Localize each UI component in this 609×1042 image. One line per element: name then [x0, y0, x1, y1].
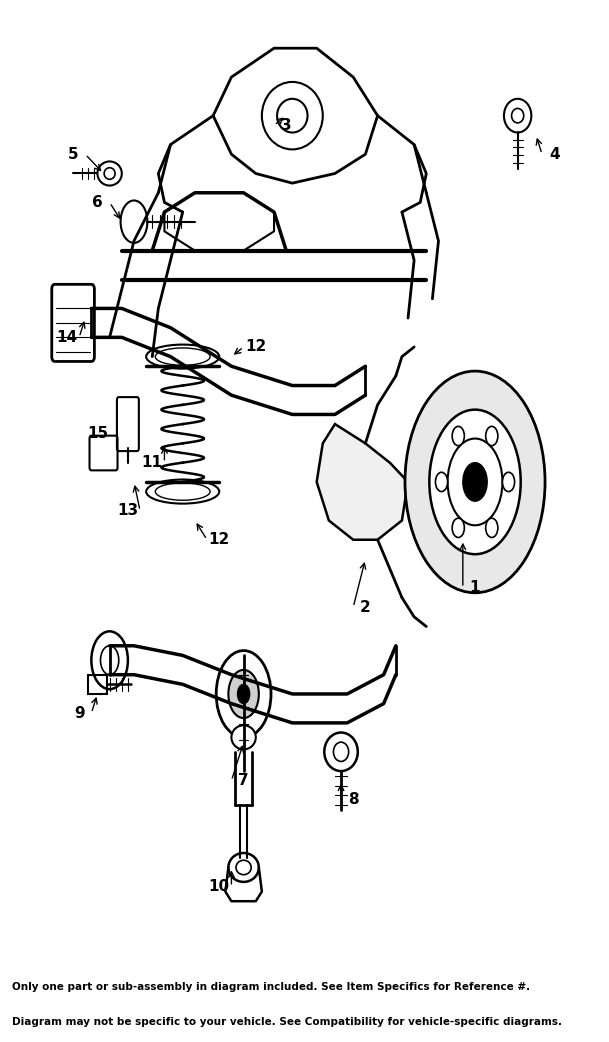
Circle shape [228, 670, 259, 718]
Text: Only one part or sub-assembly in diagram included. See Item Specifics for Refere: Only one part or sub-assembly in diagram… [12, 983, 530, 992]
Ellipse shape [146, 345, 219, 369]
Text: 3: 3 [281, 118, 292, 132]
Circle shape [502, 472, 515, 492]
Ellipse shape [146, 479, 219, 503]
Ellipse shape [228, 853, 259, 882]
Text: 15: 15 [87, 426, 108, 441]
Circle shape [435, 472, 448, 492]
Text: 10: 10 [209, 879, 230, 894]
Text: 14: 14 [57, 330, 77, 345]
Text: 2: 2 [360, 600, 371, 615]
Text: 13: 13 [118, 503, 138, 518]
Text: 6: 6 [92, 195, 103, 209]
Text: 11: 11 [142, 455, 163, 470]
Circle shape [238, 685, 250, 703]
Circle shape [216, 650, 271, 738]
Circle shape [429, 410, 521, 554]
Circle shape [91, 631, 128, 689]
Circle shape [452, 518, 464, 538]
Text: 4: 4 [549, 147, 560, 162]
Circle shape [452, 426, 464, 446]
Polygon shape [317, 424, 408, 540]
Circle shape [486, 518, 498, 538]
Text: 12: 12 [209, 532, 230, 547]
Circle shape [405, 371, 545, 593]
Ellipse shape [324, 733, 358, 771]
Text: 5: 5 [68, 147, 79, 162]
Ellipse shape [231, 725, 256, 749]
Text: 9: 9 [74, 705, 85, 721]
Text: 7: 7 [238, 773, 249, 788]
Text: 1: 1 [470, 580, 481, 595]
Circle shape [463, 463, 487, 501]
Text: Diagram may not be specific to your vehicle. See Compatibility for vehicle-speci: Diagram may not be specific to your vehi… [12, 1017, 562, 1027]
Text: 8: 8 [348, 793, 359, 808]
Text: 12: 12 [245, 340, 266, 354]
Circle shape [486, 426, 498, 446]
